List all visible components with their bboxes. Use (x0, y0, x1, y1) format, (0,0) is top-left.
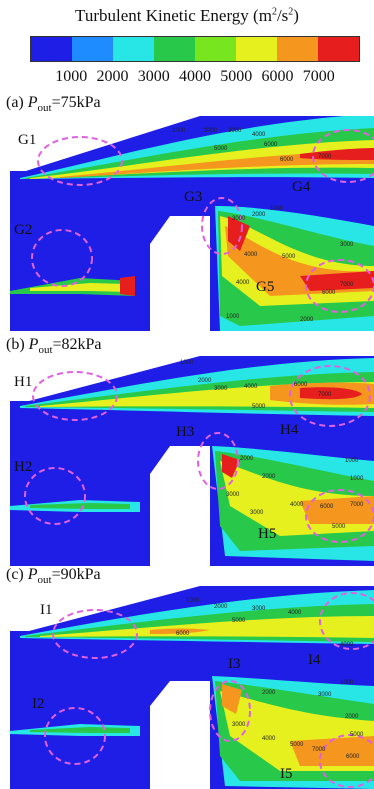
panel-c-title: (c) Pout=90kPa (6, 566, 101, 587)
panel-b-title: (b) Pout=82kPa (6, 336, 102, 357)
contour-label: 1000 (172, 128, 186, 134)
contour-label: 7000 (318, 154, 332, 160)
region-label: G2 (14, 222, 32, 238)
contour-label: 5000 (214, 146, 228, 152)
contour-label: 6000 (346, 754, 360, 760)
region-label: I4 (308, 652, 321, 668)
contour-label: 3000 (318, 692, 332, 698)
colorbar-swatch (72, 37, 113, 61)
contour-label: 1000 (345, 458, 359, 464)
contour-label: 6000 (294, 382, 308, 388)
contour-label: 4000 (340, 642, 354, 648)
legend-title: Turbulent Kinetic Energy (m2/s2) (75, 6, 299, 25)
region-label: I5 (280, 766, 293, 782)
colorbar (30, 36, 360, 62)
region-label: H5 (258, 526, 276, 542)
contour-label: 2000 (252, 212, 266, 218)
contour-label: 4000 (236, 280, 250, 286)
contour-label: 4000 (244, 252, 258, 258)
contour-label: 2000 (198, 378, 212, 384)
contour-label: 3000 (228, 128, 242, 134)
colorbar-tick-label: 5000 (220, 68, 253, 85)
contour-label: 5000 (290, 742, 304, 748)
contour-label: 4000 (288, 610, 302, 616)
colorbar-tick-label: 6000 (261, 68, 294, 85)
colorbar-tick-label: 1000 (55, 68, 88, 85)
contour-label: 4000 (262, 736, 276, 742)
panel-a-title: (a) Pout=75kPa (6, 94, 101, 115)
contour-label: 3000 (340, 242, 354, 248)
colorbar-swatch (113, 37, 154, 61)
contour-label: 1000 (270, 206, 284, 212)
colorbar-tick-label: 4000 (179, 68, 211, 85)
contour-label: 3000 (250, 510, 264, 516)
contour-label: 5000 (252, 404, 266, 410)
region-label: G5 (256, 279, 274, 295)
contour-label: 6000 (176, 631, 190, 637)
region-label: H2 (14, 459, 32, 475)
contour-label: 4000 (244, 384, 258, 390)
colorbar-swatch (318, 37, 359, 61)
contour-label: 3000 (232, 722, 246, 728)
colorbar-tick-label: 2000 (96, 68, 129, 85)
colorbar-swatch (236, 37, 277, 61)
contour-label: 2000 (214, 604, 228, 610)
contour-label: 5000 (350, 732, 364, 738)
region-label: H3 (176, 424, 194, 440)
panel-a-field: G1 G2 G3 G4 G5 1000 2000 3000 4000 5000 … (0, 116, 374, 331)
colorbar-tick-label: 3000 (137, 68, 170, 85)
contour-label: 2000 (240, 456, 254, 462)
contour-label: 4000 (252, 132, 266, 138)
contour-label: 1000 (350, 476, 364, 482)
contour-label: 1000 (226, 314, 240, 320)
region-label: I3 (228, 656, 241, 672)
contour-label: 3000 (226, 492, 240, 498)
colorbar-tick-label: 7000 (302, 68, 335, 85)
panel-b-field: H1 H2 H3 H4 H5 1000 2000 3000 4000 5000 … (0, 356, 374, 566)
region-label: I1 (40, 602, 53, 618)
contour-label: 7000 (340, 282, 354, 288)
panel-c-field: I1 I2 I3 I4 I5 1000 2000 3000 4000 5000 … (0, 586, 374, 789)
contour-label: 3000 (232, 216, 246, 222)
contour-label: 7000 (312, 747, 326, 753)
contour-label: 6000 (264, 142, 278, 148)
region-label: G3 (184, 189, 202, 205)
contour-label: 7000 (350, 502, 364, 508)
colorbar-swatch (195, 37, 236, 61)
region-label: G4 (292, 179, 311, 195)
region-label: G1 (18, 132, 36, 148)
contour-label: 5000 (232, 618, 246, 624)
contour-label: 7000 (318, 392, 332, 398)
contour-label: 6000 (322, 290, 336, 296)
colorbar-swatch (154, 37, 195, 61)
colorbar-swatch (277, 37, 318, 61)
contour-label: 2000 (262, 474, 276, 480)
contour-label: 4000 (290, 502, 304, 508)
region-label: H1 (14, 374, 32, 390)
contour-label: 3000 (214, 386, 228, 392)
contour-label: 2000 (204, 128, 218, 134)
contour-label: 1000 (186, 598, 200, 604)
contour-label: 1000 (180, 360, 194, 366)
contour-label: 2000 (262, 690, 276, 696)
contour-label: 1000 (340, 680, 354, 686)
contour-label: 5000 (332, 524, 346, 530)
contour-label: 2000 (345, 714, 359, 720)
contour-label: 5000 (282, 254, 296, 260)
contour-label: 2000 (300, 317, 314, 323)
colorbar-swatch (31, 37, 72, 61)
colorbar-ticks: 1000 2000 3000 4000 5000 6000 7000 (30, 68, 360, 88)
region-label: H4 (280, 422, 299, 438)
region-label: I2 (32, 696, 45, 712)
contour-label: 6000 (320, 504, 334, 510)
contour-label: 6000 (280, 157, 294, 163)
contour-label: 3000 (252, 606, 266, 612)
